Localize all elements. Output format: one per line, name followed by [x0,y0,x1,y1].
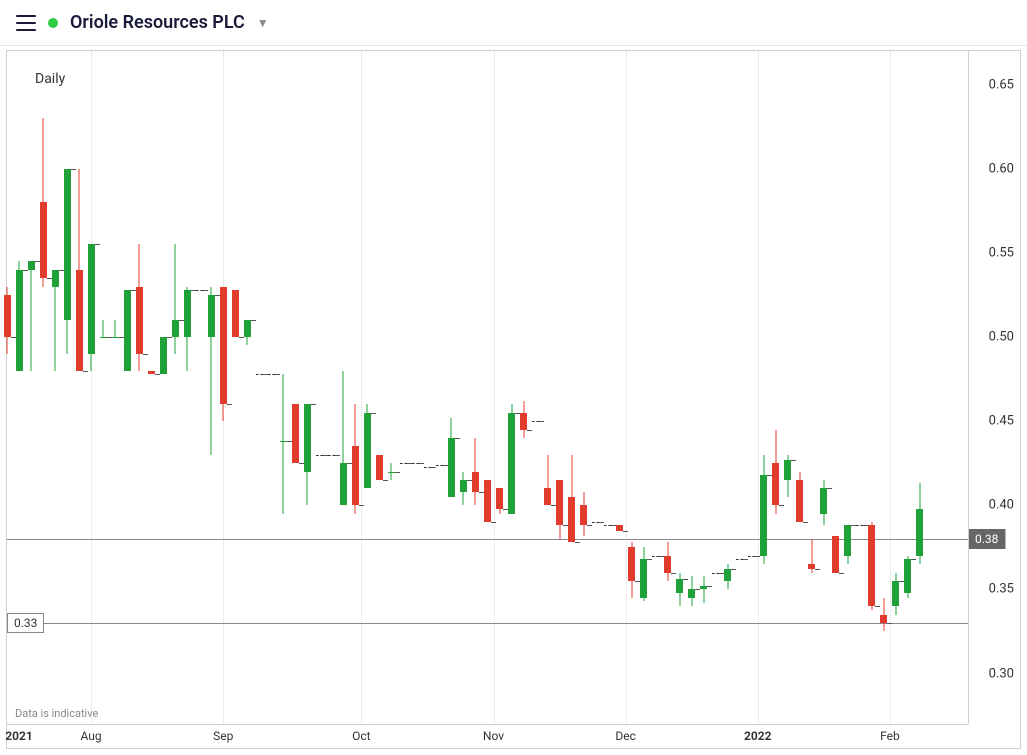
close-connector [239,337,244,338]
close-connector [71,169,76,170]
close-connector [623,531,628,532]
close-connector [395,472,400,473]
doji-candle [316,455,323,456]
close-connector [167,337,172,338]
close-connector [383,480,388,481]
close-connector [431,467,436,468]
close-connector [731,569,736,570]
doji-candle [400,463,407,464]
status-dot [48,18,58,28]
y-tick: 0.65 [989,77,1014,92]
close-connector [671,573,676,574]
y-tick: 0.40 [989,498,1014,513]
close-connector [887,623,892,624]
close-connector [359,505,364,506]
close-connector [791,460,796,461]
x-tick: 2021 [5,729,33,743]
menu-icon[interactable] [16,15,36,31]
price-line [7,539,968,540]
x-tick: Nov [483,729,504,743]
doji-candle [712,573,719,574]
close-connector [695,589,700,590]
close-connector [827,488,832,489]
y-tick: 0.35 [989,582,1014,597]
x-tick: Sep [213,729,233,743]
close-connector [311,404,316,405]
x-tick: Dec [615,729,636,743]
y-axis: 0.30 0.35 0.40 0.45 0.50 0.55 0.60 0.65 [968,51,1020,724]
close-connector [707,586,712,587]
close-connector [23,270,28,271]
doji-candle [268,374,275,375]
close-connector [743,559,748,560]
close-connector [911,559,916,560]
x-tick: 2022 [744,729,772,743]
close-connector [599,522,604,523]
close-connector [203,290,208,291]
doji-candle [424,467,431,468]
doji-candle [532,421,539,422]
close-connector [371,413,376,414]
indicative-text: Data is indicative [15,707,98,720]
close-connector [839,573,844,574]
chevron-down-icon[interactable]: ▼ [257,16,269,30]
doji-candle [256,374,263,375]
price-badge: 0.33 [7,613,44,633]
close-connector [875,606,880,607]
doji-candle [736,559,743,560]
doji-candle [604,525,611,526]
close-connector [227,404,232,405]
close-connector [251,320,256,321]
y-tick: 0.50 [989,330,1014,345]
y-tick: 0.30 [989,666,1014,681]
close-connector [155,374,160,375]
x-tick: Oct [352,729,370,743]
close-connector [539,421,544,422]
close-connector [83,371,88,372]
chart-container: 0.380.33 0.30 0.35 0.40 0.45 0.50 0.55 0.60 0.6… [6,50,1021,749]
close-connector [575,542,580,543]
y-tick: 0.55 [989,245,1014,260]
close-connector [815,569,820,570]
x-axis: 2021 Aug Sep Oct Nov Dec 2022 Feb [7,724,968,748]
close-connector [803,522,808,523]
doji-candle [436,465,443,466]
close-connector [755,556,760,557]
chart-header: Oriole Resources PLC ▼ [0,0,1027,46]
doji-candle [856,525,863,526]
close-connector [335,455,340,456]
doji-candle [328,455,335,456]
period-label[interactable]: Daily [35,71,65,87]
close-connector [779,505,784,506]
price-line [7,623,968,624]
close-connector [491,522,496,523]
chart-title[interactable]: Oriole Resources PLC [70,12,245,33]
plot-area[interactable]: 0.380.33 [7,51,968,724]
doji-candle [652,556,659,557]
close-connector [419,463,424,464]
close-connector [455,438,460,439]
doji-candle [412,463,419,464]
doji-candle [592,522,599,523]
x-tick: Aug [81,729,102,743]
y-tick: 0.60 [989,161,1014,176]
close-connector [587,525,592,526]
doji-candle [196,290,203,291]
close-connector [527,430,532,431]
close-connector [95,244,100,245]
x-tick: Feb [880,729,900,743]
doji-candle [748,556,755,557]
close-connector [143,354,148,355]
close-connector [275,374,280,375]
close-connector [683,579,688,580]
y-tick: 0.45 [989,414,1014,429]
close-connector [647,559,652,560]
